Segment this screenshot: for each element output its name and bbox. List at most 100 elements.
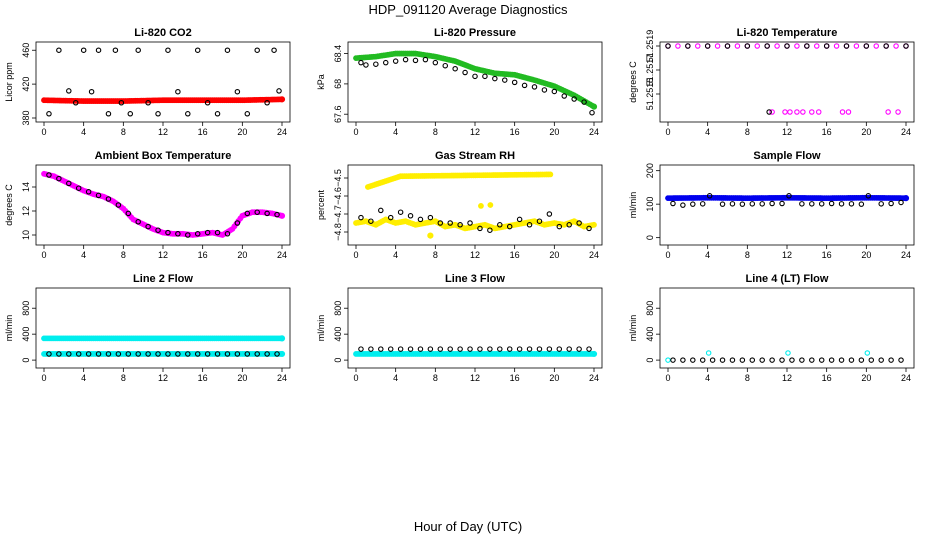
data-point <box>214 229 221 236</box>
data-point <box>392 58 399 64</box>
data-point <box>487 227 493 233</box>
data-point <box>95 47 102 53</box>
data-point <box>739 201 746 207</box>
data-point <box>363 62 369 68</box>
data-point <box>175 351 181 357</box>
x-tick-label: 24 <box>589 373 599 383</box>
data-point <box>589 109 595 116</box>
data-point <box>815 109 822 115</box>
y-axis-label: degrees C <box>628 61 638 103</box>
data-point <box>511 79 518 86</box>
data-point <box>546 211 553 217</box>
panel-1: Li-820 Pressure kPa 0 4 8 12 16 20 24 67.6 68 68.4 <box>316 27 603 137</box>
x-tick-label: 20 <box>237 373 247 383</box>
x-tick-label: 24 <box>277 127 287 137</box>
x-tick-label: 24 <box>901 250 911 260</box>
data-point <box>66 180 72 187</box>
data-point <box>865 193 872 199</box>
data-point <box>828 357 835 363</box>
panel-7: Line 3 Flow ml/min 0 4 8 12 16 20 24 0 400 800 <box>316 273 603 383</box>
data-point <box>254 47 260 53</box>
x-tick-label: 0 <box>353 250 358 260</box>
data-point <box>883 43 889 49</box>
y-tick-label: 67.6 <box>333 105 343 123</box>
data-point <box>135 219 141 225</box>
data-point <box>561 93 567 99</box>
data-point <box>422 56 429 63</box>
data-point <box>759 357 765 363</box>
series-detail <box>41 170 286 238</box>
data-point <box>878 201 884 207</box>
panel-2: Li-820 Temperature degrees C 0 4 8 12 16 20 24 51… <box>628 27 915 137</box>
x-tick-label: 16 <box>510 373 520 383</box>
data-point <box>85 189 92 195</box>
data-point <box>264 210 270 217</box>
panel-title: Line 3 Flow <box>445 273 505 285</box>
x-tick-label: 8 <box>121 373 126 383</box>
series-average <box>46 172 280 238</box>
data-point <box>274 211 280 218</box>
panel-title: Li-820 Temperature <box>737 27 838 39</box>
y-tick-label: 68 <box>333 79 343 89</box>
data-point <box>204 229 211 236</box>
y-tick-label: 100 <box>645 197 655 212</box>
x-tick-label: 16 <box>510 250 520 260</box>
x-tick-label: 8 <box>433 250 438 260</box>
data-point <box>194 351 201 357</box>
data-point <box>368 218 374 224</box>
data-point <box>858 201 865 207</box>
y-axis-label: Licor ppm <box>4 62 14 102</box>
data-point <box>794 109 800 115</box>
data-point <box>903 43 909 49</box>
x-tick-label: 4 <box>393 127 398 137</box>
x-tick-label: 12 <box>158 250 168 260</box>
data-point <box>833 43 840 49</box>
y-tick-label: 420 <box>21 77 31 92</box>
data-point <box>541 87 548 93</box>
data-point <box>690 357 696 363</box>
data-point <box>784 43 790 49</box>
y-axis-label: ml/min <box>628 192 638 219</box>
data-point <box>442 62 448 69</box>
data-point <box>590 103 598 110</box>
data-point <box>566 346 572 352</box>
x-tick-label: 20 <box>549 127 559 137</box>
data-point <box>254 209 260 215</box>
y-axis-label: ml/min <box>316 315 326 342</box>
series-detail <box>353 50 598 110</box>
data-point <box>719 357 726 363</box>
data-point <box>536 218 543 224</box>
y-tick-label: 0 <box>333 358 343 363</box>
y-tick-label: 10 <box>21 230 31 240</box>
y-axis-label: ml/min <box>628 315 638 342</box>
data-point <box>556 346 563 352</box>
data-point <box>254 351 260 357</box>
data-point <box>576 220 582 226</box>
x-tick-label: 20 <box>861 127 871 137</box>
series-detail <box>665 43 909 115</box>
y-tick-label: 380 <box>21 110 31 125</box>
data-point <box>516 216 523 223</box>
y-axis-label: percent <box>316 189 326 220</box>
x-tick-label: 24 <box>589 250 599 260</box>
data-point <box>516 346 523 352</box>
y-tick-label: 0 <box>645 235 655 240</box>
y-tick-label: 0 <box>21 358 31 363</box>
x-tick-label: 0 <box>665 250 670 260</box>
data-point <box>868 357 875 363</box>
data-point <box>145 351 151 357</box>
x-tick-label: 4 <box>393 250 398 260</box>
data-point <box>705 350 712 356</box>
data-point <box>105 111 112 117</box>
data-point <box>115 202 122 208</box>
data-point <box>85 351 92 357</box>
data-point <box>165 229 171 236</box>
x-tick-label: 4 <box>705 373 710 383</box>
data-point <box>590 350 598 358</box>
series-average <box>358 207 592 233</box>
data-point <box>591 221 597 228</box>
data-point <box>809 357 815 363</box>
data-point <box>437 220 444 226</box>
data-point <box>105 196 112 202</box>
x-tick-label: 4 <box>81 250 86 260</box>
